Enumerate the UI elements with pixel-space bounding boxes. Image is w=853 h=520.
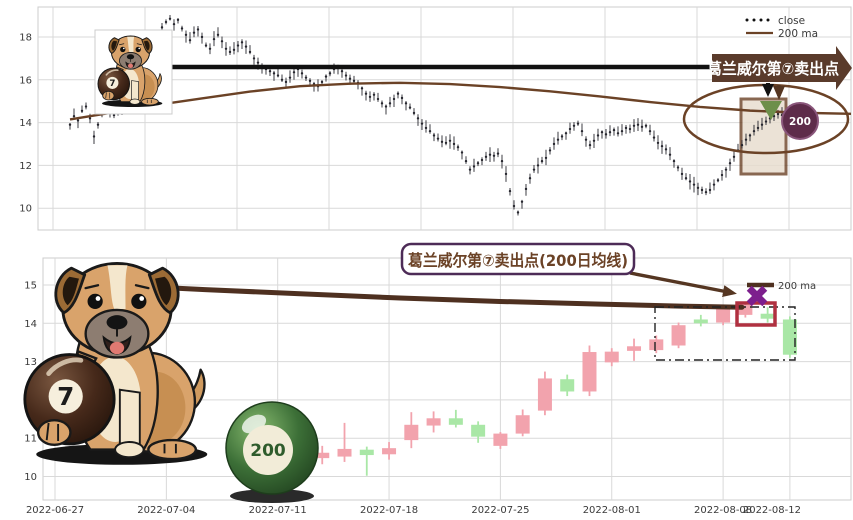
svg-text:10: 10 bbox=[19, 204, 32, 215]
bottom-title-box: 葛兰威尔第⑦卖出点(200日均线) bbox=[402, 244, 634, 274]
annotation-arrow bbox=[630, 273, 733, 293]
ball-200-green: 200 bbox=[226, 402, 318, 503]
svg-text:2022-08-01: 2022-08-01 bbox=[583, 505, 641, 516]
svg-text:2022-07-25: 2022-07-25 bbox=[471, 505, 529, 516]
bottom-legend: 200 ma bbox=[747, 281, 816, 292]
top-banner-annotation: 葛兰威尔第⑦卖出点 bbox=[707, 46, 852, 90]
svg-text:16: 16 bbox=[19, 75, 32, 86]
svg-text:14: 14 bbox=[24, 319, 37, 330]
price-chart-svg: 7 1816141210 葛兰威尔第⑦卖出点 bbox=[0, 0, 853, 520]
svg-text:2022-07-11: 2022-07-11 bbox=[249, 505, 307, 516]
close-dotted-sample-icon bbox=[746, 19, 770, 22]
top-dog-image bbox=[95, 30, 172, 114]
bottom-dog-mascot bbox=[25, 263, 207, 464]
svg-text:18: 18 bbox=[19, 33, 32, 44]
svg-text:15: 15 bbox=[24, 281, 37, 292]
badge-label: 200 bbox=[789, 116, 811, 128]
svg-text:14: 14 bbox=[19, 118, 32, 129]
svg-text:2022-07-18: 2022-07-18 bbox=[360, 505, 418, 516]
legend-close-label: close bbox=[778, 15, 805, 27]
legend-ma-label: 200 ma bbox=[778, 28, 818, 40]
bottom-legend-ma-label: 200 ma bbox=[778, 281, 816, 292]
svg-text:2022-07-04: 2022-07-04 bbox=[137, 505, 195, 516]
chart-figure: 7 1816141210 葛兰威尔第⑦卖出点 bbox=[0, 0, 853, 520]
title-box-text: 葛兰威尔第⑦卖出点(200日均线) bbox=[408, 251, 628, 270]
bottom-ma-line bbox=[150, 287, 742, 307]
banner-text: 葛兰威尔第⑦卖出点 bbox=[707, 59, 839, 78]
top-chart-series bbox=[69, 15, 851, 216]
svg-text:10: 10 bbox=[24, 472, 37, 483]
svg-text:2022-06-27: 2022-06-27 bbox=[26, 505, 84, 516]
svg-text:2022-08-12: 2022-08-12 bbox=[743, 505, 801, 516]
svg-text:12: 12 bbox=[19, 161, 32, 172]
top-legend: close 200 ma bbox=[746, 15, 819, 40]
ma200-badge: 200 bbox=[782, 103, 818, 139]
svg-text:11: 11 bbox=[24, 434, 37, 445]
bottom-chart-candles bbox=[315, 303, 797, 475]
ball-200-number: 200 bbox=[250, 441, 286, 461]
svg-text:13: 13 bbox=[24, 357, 37, 368]
